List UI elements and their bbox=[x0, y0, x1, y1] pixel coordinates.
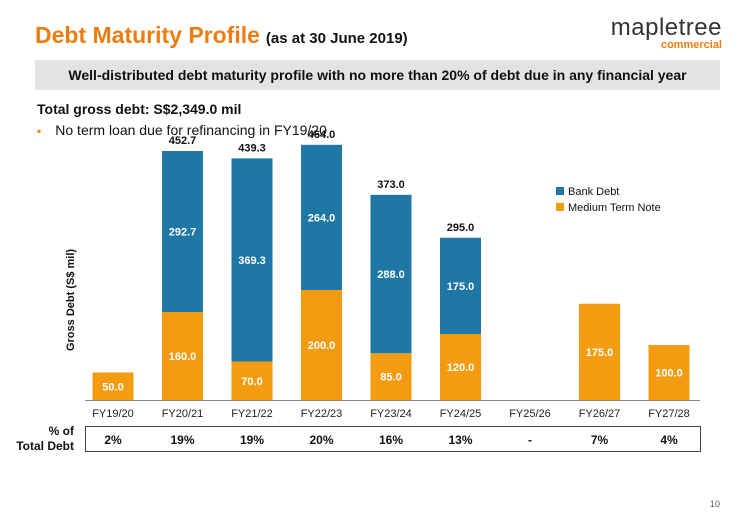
total-label-FY22/23: 464.0 bbox=[308, 129, 336, 141]
label-bank-FY23/24: 288.0 bbox=[377, 269, 405, 281]
label-mtn-FY23/24: 85.0 bbox=[380, 372, 401, 384]
bar-mtn-FY20/21 bbox=[162, 312, 203, 400]
label-bank-FY24/25: 175.0 bbox=[447, 281, 475, 293]
pct-row-box bbox=[85, 426, 701, 452]
label-mtn-FY27/28: 100.0 bbox=[655, 368, 683, 380]
label-mtn-FY20/21: 160.0 bbox=[169, 351, 197, 363]
bar-bank-FY23/24 bbox=[370, 194, 412, 354]
pct-value-FY19/20: 2% bbox=[104, 433, 122, 447]
total-label-FY21/22: 439.3 bbox=[238, 142, 266, 154]
label-bank-FY22/23: 264.0 bbox=[308, 212, 336, 224]
label-bank-FY21/22: 369.3 bbox=[238, 255, 266, 267]
label-bank-FY20/21: 292.7 bbox=[169, 227, 197, 239]
bar-mtn-FY21/22 bbox=[231, 361, 273, 400]
x-tick-label-FY25/26: FY25/26 bbox=[509, 408, 551, 420]
x-tick-label-FY26/27: FY26/27 bbox=[579, 408, 621, 420]
total-label-FY24/25: 295.0 bbox=[447, 222, 475, 234]
label-mtn-FY21/22: 70.0 bbox=[241, 376, 262, 388]
x-tick-label-FY23/24: FY23/24 bbox=[370, 408, 412, 420]
label-mtn-FY24/25: 120.0 bbox=[447, 362, 475, 374]
pct-label-line2: Total Debt bbox=[16, 439, 74, 453]
bar-bank-FY24/25 bbox=[440, 237, 481, 334]
label-mtn-FY22/23: 200.0 bbox=[308, 340, 336, 352]
pct-row-label: % of Total Debt bbox=[8, 424, 74, 454]
legend-swatch-bank-debt bbox=[556, 187, 564, 195]
title-date: (as at 30 June 2019) bbox=[265, 30, 408, 47]
label-mtn-FY19/20: 50.0 bbox=[102, 381, 123, 393]
page-number: 10 bbox=[709, 499, 720, 509]
x-tick-label-FY22/23: FY22/23 bbox=[301, 408, 343, 420]
x-tick-label-FY20/21: FY20/21 bbox=[162, 408, 204, 420]
x-tick-label-FY24/25: FY24/25 bbox=[440, 408, 482, 420]
total-gross-debt: Total gross debt: S$2,349.0 mil bbox=[37, 101, 242, 117]
x-tick-label-FY19/20: FY19/20 bbox=[92, 408, 134, 420]
title-main: Debt Maturity Profile bbox=[35, 22, 260, 48]
pct-value-FY22/23: 20% bbox=[309, 433, 334, 447]
logo-name: mapletree bbox=[610, 14, 722, 41]
bar-bank-FY20/21 bbox=[162, 151, 203, 312]
bar-mtn-FY19/20 bbox=[92, 372, 134, 400]
y-axis-label: Gross Debt (S$ mil) bbox=[65, 249, 77, 351]
bullet-text: No term loan due for refinancing in FY19… bbox=[55, 122, 327, 138]
x-tick-label-FY27/28: FY27/28 bbox=[648, 408, 690, 420]
legend-swatch-medium-term-note bbox=[556, 203, 564, 211]
pct-label-line1: % of bbox=[48, 424, 74, 438]
total-label-FY20/21: 452.7 bbox=[169, 135, 197, 147]
bar-mtn-FY22/23 bbox=[301, 290, 342, 400]
label-mtn-FY26/27: 175.0 bbox=[586, 347, 614, 359]
bar-bank-FY22/23 bbox=[301, 144, 342, 290]
pct-value-FY25/26: - bbox=[528, 433, 532, 447]
bar-bank-FY21/22 bbox=[231, 158, 273, 362]
company-logo: mapletree commercial bbox=[611, 14, 722, 51]
bar-mtn-FY27/28 bbox=[648, 345, 690, 400]
legend-label-bank-debt: Bank Debt bbox=[568, 186, 619, 198]
legend-label-medium-term-note: Medium Term Note bbox=[568, 202, 661, 214]
bar-mtn-FY26/27 bbox=[579, 303, 620, 400]
pct-value-FY24/25: 13% bbox=[448, 433, 473, 447]
bullet-item: ▪ No term loan due for refinancing in FY1… bbox=[37, 122, 327, 138]
pct-value-FY21/22: 19% bbox=[239, 433, 265, 447]
bullet-square-icon: ▪ bbox=[37, 124, 42, 138]
pct-value-FY23/24: 16% bbox=[378, 433, 404, 447]
pct-value-FY26/27: 7% bbox=[590, 433, 609, 447]
logo-tag: commercial bbox=[660, 39, 722, 51]
bar-mtn-FY24/25 bbox=[440, 334, 481, 400]
pct-value-FY27/28: 4% bbox=[660, 433, 678, 447]
x-tick-label-FY21/22: FY21/22 bbox=[231, 408, 273, 420]
bar-mtn-FY23/24 bbox=[370, 353, 412, 400]
total-label-FY23/24: 373.0 bbox=[377, 179, 405, 191]
headline-banner: Well-distributed debt maturity profile w… bbox=[35, 60, 720, 90]
pct-value-FY20/21: 19% bbox=[170, 433, 195, 447]
page-title: Debt Maturity Profile (as at 30 June 2019… bbox=[35, 22, 408, 49]
